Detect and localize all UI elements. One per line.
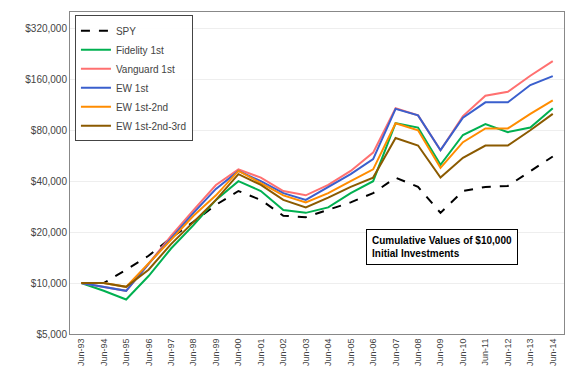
svg-text:EW 1st-2nd-3rd: EW 1st-2nd-3rd xyxy=(116,121,186,132)
svg-text:Jun-97: Jun-97 xyxy=(166,339,176,367)
svg-text:Jun-06: Jun-06 xyxy=(368,339,378,367)
svg-text:Jun-14: Jun-14 xyxy=(548,339,558,367)
svg-text:Jun-02: Jun-02 xyxy=(278,339,288,367)
svg-text:$10,000: $10,000 xyxy=(31,278,68,289)
svg-text:EW 1st: EW 1st xyxy=(116,83,148,94)
svg-text:Jun-08: Jun-08 xyxy=(413,339,423,367)
svg-text:Jun-03: Jun-03 xyxy=(301,339,311,367)
svg-text:EW 1st-2nd: EW 1st-2nd xyxy=(116,102,168,113)
svg-text:Jun-98: Jun-98 xyxy=(188,339,198,367)
svg-text:Fidelity 1st: Fidelity 1st xyxy=(116,45,164,56)
svg-text:Vanguard 1st: Vanguard 1st xyxy=(116,64,175,75)
svg-text:$5,000: $5,000 xyxy=(36,329,67,340)
svg-text:Cumulative Values of $10,000In: Cumulative Values of $10,000Initial Inve… xyxy=(372,235,512,259)
svg-text:Jun-99: Jun-99 xyxy=(211,339,221,367)
svg-text:Jun-94: Jun-94 xyxy=(99,339,109,367)
svg-text:Jun-05: Jun-05 xyxy=(346,339,356,367)
svg-text:$320,000: $320,000 xyxy=(25,23,67,34)
svg-text:Jun-11: Jun-11 xyxy=(480,339,490,366)
svg-text:$80,000: $80,000 xyxy=(31,125,68,136)
svg-text:Jun-07: Jun-07 xyxy=(391,339,401,367)
svg-text:SPY: SPY xyxy=(116,26,136,37)
svg-text:Jun-04: Jun-04 xyxy=(323,339,333,367)
svg-text:$20,000: $20,000 xyxy=(31,227,68,238)
svg-text:Jun-10: Jun-10 xyxy=(458,339,468,367)
svg-text:$40,000: $40,000 xyxy=(31,176,68,187)
svg-text:Jun-00: Jun-00 xyxy=(233,339,243,367)
svg-text:$160,000: $160,000 xyxy=(25,74,67,85)
svg-text:Jun-95: Jun-95 xyxy=(121,339,131,367)
svg-text:Jun-96: Jun-96 xyxy=(144,339,154,367)
svg-text:Jun-13: Jun-13 xyxy=(525,339,535,367)
svg-text:Jun-01: Jun-01 xyxy=(256,339,266,367)
svg-text:Jun-93: Jun-93 xyxy=(76,339,86,367)
svg-text:Jun-09: Jun-09 xyxy=(435,339,445,367)
svg-text:Jun-12: Jun-12 xyxy=(503,339,513,367)
